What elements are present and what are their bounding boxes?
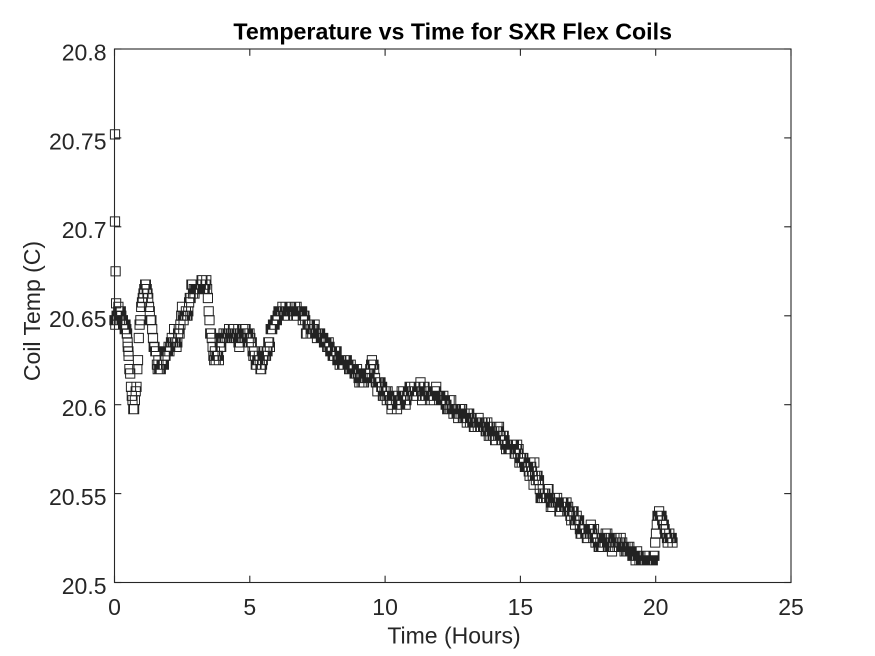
svg-text:20.55: 20.55 [49, 484, 107, 510]
svg-text:15: 15 [508, 594, 534, 620]
svg-text:20.65: 20.65 [49, 306, 107, 332]
svg-text:20.8: 20.8 [62, 39, 107, 65]
svg-text:20.6: 20.6 [62, 395, 107, 421]
svg-text:20.7: 20.7 [62, 217, 107, 243]
svg-text:Time (Hours): Time (Hours) [387, 623, 520, 649]
svg-text:20.5: 20.5 [62, 573, 107, 599]
svg-text:20: 20 [643, 594, 669, 620]
svg-text:Coil Temp (C): Coil Temp (C) [19, 241, 45, 381]
svg-text:5: 5 [243, 594, 256, 620]
svg-text:25: 25 [778, 594, 804, 620]
svg-text:10: 10 [372, 594, 398, 620]
svg-text:20.75: 20.75 [49, 128, 107, 154]
svg-text:Temperature vs Time for SXR Fl: Temperature vs Time for SXR Flex Coils [233, 19, 672, 45]
svg-text:0: 0 [108, 594, 121, 620]
